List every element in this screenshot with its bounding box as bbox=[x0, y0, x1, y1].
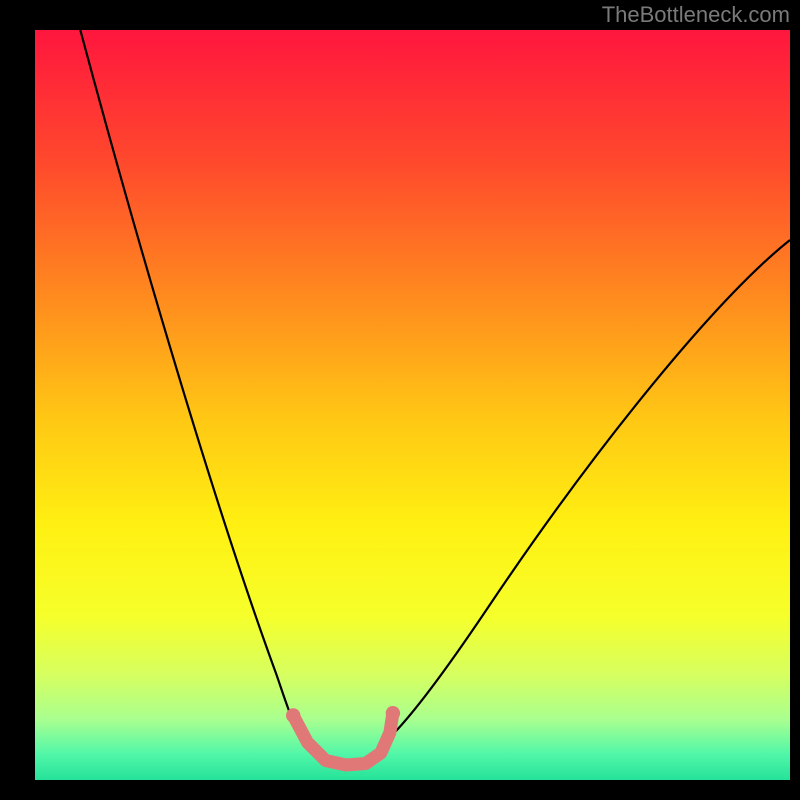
watermark-text: TheBottleneck.com bbox=[602, 2, 790, 28]
gradient-background bbox=[35, 30, 790, 780]
valley-marker-dot bbox=[386, 706, 400, 720]
bottleneck-chart bbox=[35, 30, 790, 780]
valley-marker-dot bbox=[286, 708, 300, 722]
